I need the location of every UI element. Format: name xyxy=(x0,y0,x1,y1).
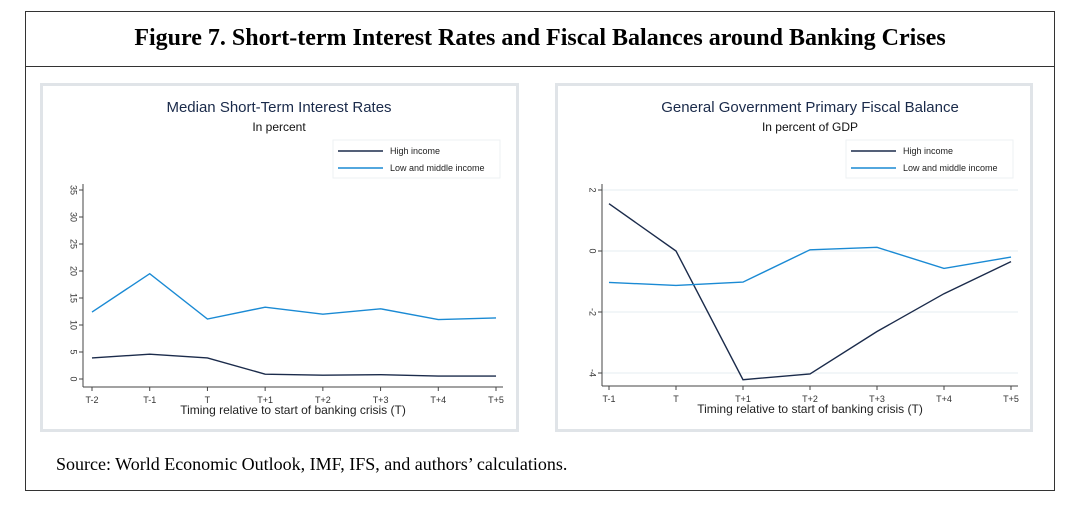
y-tick-label: 0 xyxy=(588,248,598,253)
x-tick-label: T+4 xyxy=(430,395,446,405)
legend xyxy=(845,139,1014,179)
x-tick-label: T+1 xyxy=(257,395,273,405)
series-line-high-income xyxy=(91,353,496,377)
y-tick-label: 25 xyxy=(69,239,79,249)
source-note: Source: World Economic Outlook, IMF, IFS… xyxy=(56,454,568,474)
x-tick-label: T+1 xyxy=(735,394,751,404)
x-tick-label: T+5 xyxy=(1003,394,1019,404)
x-axis-label: Timing relative to start of banking cris… xyxy=(180,403,406,417)
series-line-high-income xyxy=(608,203,1012,381)
x-tick-label: T-1 xyxy=(602,394,615,404)
x-tick-label: T xyxy=(673,394,679,404)
x-tick-label: T+3 xyxy=(869,394,885,404)
chart-subtitle: In percent of GDP xyxy=(762,120,858,134)
y-tick-label: 30 xyxy=(69,212,79,222)
chart-title: Median Short-Term Interest Rates xyxy=(166,99,391,116)
y-tick-label: 5 xyxy=(69,349,79,354)
x-tick-label: T+2 xyxy=(315,395,331,405)
y-tick-label: 0 xyxy=(69,376,79,381)
y-tick-label: 20 xyxy=(69,266,79,276)
x-tick-label: T+2 xyxy=(802,394,818,404)
x-tick-label: T-2 xyxy=(85,395,98,405)
chart-title: General Government Primary Fiscal Balanc… xyxy=(661,99,959,116)
y-tick-label: -2 xyxy=(588,308,598,316)
series-line-low-middle-income xyxy=(91,272,497,321)
x-tick-label: T+4 xyxy=(936,394,952,404)
legend-label: Low and middle income xyxy=(903,163,998,173)
x-tick-label: T+5 xyxy=(488,395,504,405)
y-tick-label: 15 xyxy=(69,293,79,303)
x-tick-label: T-1 xyxy=(143,395,156,405)
x-tick-label: T xyxy=(205,395,211,405)
x-tick-label: T+3 xyxy=(373,395,389,405)
legend xyxy=(332,139,501,179)
y-tick-label: -4 xyxy=(588,369,598,377)
y-tick-label: 35 xyxy=(69,185,79,195)
figure-title: Figure 7. Short-term Interest Rates and … xyxy=(25,11,1055,67)
legend-label: Low and middle income xyxy=(390,163,485,173)
x-axis-label: Timing relative to start of banking cris… xyxy=(697,402,923,416)
y-tick-label: 2 xyxy=(588,187,598,192)
series-line-low-middle-income xyxy=(608,246,1012,287)
chart-subtitle: In percent xyxy=(252,120,306,134)
legend-label: High income xyxy=(903,146,953,156)
y-tick-label: 10 xyxy=(69,320,79,330)
legend-label: High income xyxy=(390,146,440,156)
